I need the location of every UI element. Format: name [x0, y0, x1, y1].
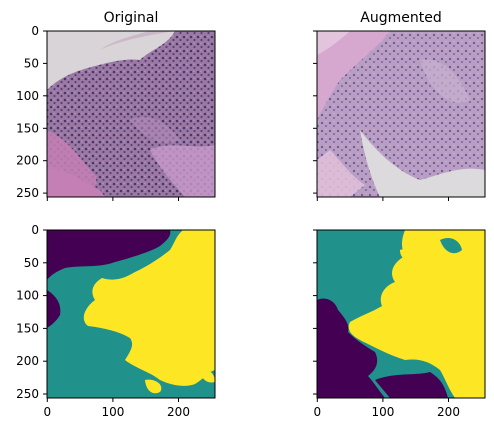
ytick-label: 50 [24, 56, 39, 70]
ytick-label: 0 [31, 24, 39, 38]
ytick-label: 250 [16, 186, 39, 200]
xtick-label: 200 [167, 405, 190, 419]
x-ticks-top-row [46, 197, 449, 201]
original-mask-frame [46, 229, 216, 399]
panel-title-augmented: Augmented [360, 10, 441, 26]
ytick-label: 250 [16, 387, 39, 401]
augmented-mask [317, 230, 485, 398]
xtick-label: 100 [371, 405, 394, 419]
ytick-label: 150 [16, 121, 39, 135]
ytick-label: 50 [24, 256, 39, 270]
original-image [47, 31, 215, 197]
y-ticks-augmented [313, 30, 317, 395]
ytick-label: 100 [16, 289, 39, 303]
augmented-mask-frame [316, 229, 486, 399]
xtick-label: 200 [437, 405, 460, 419]
augmented-image [317, 31, 485, 197]
ytick-label: 100 [16, 89, 39, 103]
augmented-image-frame [316, 30, 486, 198]
panel-title-original: Original [104, 10, 159, 26]
xtick-label: 100 [101, 405, 124, 419]
xtick-label: 0 [313, 405, 321, 419]
ytick-label: 200 [16, 354, 39, 368]
x-axis-augmented-mask: 0 100 200 [313, 398, 460, 419]
ytick-label: 200 [16, 154, 39, 168]
original-image-frame [46, 30, 216, 198]
x-axis-original-mask: 0 100 200 [43, 398, 190, 419]
ytick-label: 0 [31, 223, 39, 237]
xtick-label: 0 [43, 405, 51, 419]
y-axis-original-mask: 0 50 100 150 200 250 [16, 223, 47, 401]
y-axis-original-image: 0 50 100 150 200 250 [16, 24, 47, 200]
ytick-label: 150 [16, 321, 39, 335]
original-mask [47, 230, 215, 398]
